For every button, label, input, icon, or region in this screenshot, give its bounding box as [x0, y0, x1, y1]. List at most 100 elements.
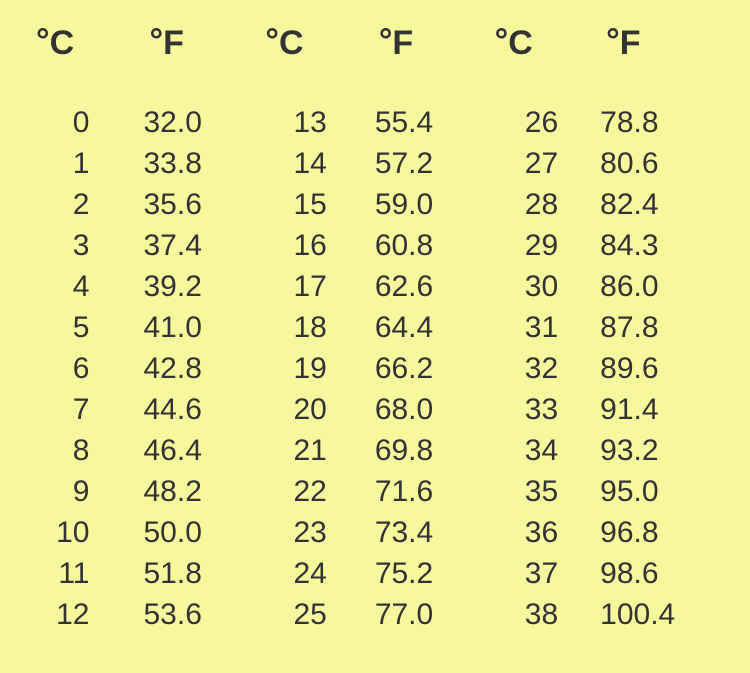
celsius-value: 9: [34, 471, 139, 512]
celsius-value: 3: [34, 225, 139, 266]
degree-symbol: °: [495, 22, 509, 61]
celsius-value: 0: [34, 102, 139, 143]
celsius-value: 37: [493, 553, 598, 594]
fahrenheit-value: 77.0: [369, 594, 493, 635]
unit-letter: C: [508, 24, 533, 63]
celsius-value: 36: [493, 512, 598, 553]
celsius-column: °C 13141516171819202122232425: [263, 22, 368, 643]
celsius-value: 21: [263, 430, 368, 471]
celsius-value: 19: [263, 348, 368, 389]
celsius-value: 38: [493, 594, 598, 635]
fahrenheit-value: 84.3: [598, 225, 722, 266]
fahrenheit-value: 80.6: [598, 143, 722, 184]
celsius-value: 5: [34, 307, 139, 348]
fahrenheit-value: 100.4: [598, 594, 722, 635]
fahrenheit-value: 41.0: [139, 307, 263, 348]
fahrenheit-value: 37.4: [139, 225, 263, 266]
fahrenheit-value: 59.0: [369, 184, 493, 225]
celsius-value: 24: [263, 553, 368, 594]
celsius-value: 14: [263, 143, 368, 184]
celsius-value: 22: [263, 471, 368, 512]
fahrenheit-value: 50.0: [139, 512, 263, 553]
fahrenheit-value: 95.0: [598, 471, 722, 512]
celsius-value: 35: [493, 471, 598, 512]
fahrenheit-value: 69.8: [369, 430, 493, 471]
fahrenheit-value: 68.0: [369, 389, 493, 430]
celsius-value: 25: [263, 594, 368, 635]
column-header: °C: [263, 22, 368, 78]
fahrenheit-value: 82.4: [598, 184, 722, 225]
fahrenheit-value: 87.8: [598, 307, 722, 348]
celsius-value: 18: [263, 307, 368, 348]
degree-symbol: °: [606, 22, 620, 61]
fahrenheit-value: 93.2: [598, 430, 722, 471]
celsius-value: 10: [34, 512, 139, 553]
degree-symbol: °: [36, 22, 50, 61]
column-pair: °C0123456789101112°F32.033.835.637.439.2…: [34, 22, 263, 643]
unit-letter: C: [50, 24, 75, 63]
fahrenheit-value: 73.4: [369, 512, 493, 553]
celsius-value: 20: [263, 389, 368, 430]
column-header: °C: [34, 22, 139, 78]
celsius-value: 12: [34, 594, 139, 635]
column-pair: °C13141516171819202122232425°F55.457.259…: [263, 22, 492, 643]
celsius-value: 30: [493, 266, 598, 307]
column-pair: °C26272829303132333435363738°F78.880.682…: [493, 22, 722, 643]
celsius-column: °C26272829303132333435363738: [493, 22, 598, 643]
fahrenheit-value: 75.2: [369, 553, 493, 594]
fahrenheit-value: 64.4: [369, 307, 493, 348]
celsius-value: 27: [493, 143, 598, 184]
celsius-value: 11: [34, 553, 139, 594]
fahrenheit-value: 46.4: [139, 430, 263, 471]
fahrenheit-value: 33.8: [139, 143, 263, 184]
celsius-value: 13: [263, 102, 368, 143]
fahrenheit-value: 71.6: [369, 471, 493, 512]
fahrenheit-value: 60.8: [369, 225, 493, 266]
celsius-value: 31: [493, 307, 598, 348]
celsius-value: 17: [263, 266, 368, 307]
celsius-value: 33: [493, 389, 598, 430]
fahrenheit-column: °F 78.880.682.484.386.087.889.691.493.295…: [598, 22, 722, 643]
degree-symbol: °: [379, 22, 393, 61]
fahrenheit-value: 48.2: [139, 471, 263, 512]
celsius-value: 32: [493, 348, 598, 389]
fahrenheit-value: 42.8: [139, 348, 263, 389]
fahrenheit-value: 89.6: [598, 348, 722, 389]
fahrenheit-value: 53.6: [139, 594, 263, 635]
fahrenheit-value: 51.8: [139, 553, 263, 594]
column-header: °F: [369, 22, 493, 78]
fahrenheit-value: 78.8: [598, 102, 722, 143]
celsius-value: 23: [263, 512, 368, 553]
fahrenheit-value: 62.6: [369, 266, 493, 307]
fahrenheit-column: °F55.457.259.060.862.664.466.268.069.871…: [369, 22, 493, 643]
fahrenheit-value: 44.6: [139, 389, 263, 430]
fahrenheit-value: 57.2: [369, 143, 493, 184]
fahrenheit-value: 86.0: [598, 266, 722, 307]
unit-letter: F: [392, 24, 413, 63]
celsius-column: °C0123456789101112: [34, 22, 139, 643]
fahrenheit-value: 98.6: [598, 553, 722, 594]
fahrenheit-value: 96.8: [598, 512, 722, 553]
fahrenheit-value: 91.4: [598, 389, 722, 430]
fahrenheit-value: 66.2: [369, 348, 493, 389]
celsius-value: 4: [34, 266, 139, 307]
unit-letter: F: [620, 24, 641, 63]
unit-letter: F: [163, 24, 184, 63]
celsius-value: 1: [34, 143, 139, 184]
celsius-value: 15: [263, 184, 368, 225]
celsius-value: 29: [493, 225, 598, 266]
celsius-value: 34: [493, 430, 598, 471]
degree-symbol: °: [265, 22, 279, 61]
celsius-value: 2: [34, 184, 139, 225]
degree-symbol: °: [149, 22, 163, 61]
fahrenheit-value: 32.0: [139, 102, 263, 143]
celsius-value: 7: [34, 389, 139, 430]
fahrenheit-value: 39.2: [139, 266, 263, 307]
column-header: °C: [493, 22, 598, 78]
celsius-value: 16: [263, 225, 368, 266]
celsius-value: 6: [34, 348, 139, 389]
column-header: °F: [598, 22, 722, 78]
unit-letter: C: [279, 24, 304, 63]
fahrenheit-column: °F 32.033.835.637.439.241.042.844.646.448…: [139, 22, 263, 643]
fahrenheit-value: 35.6: [139, 184, 263, 225]
